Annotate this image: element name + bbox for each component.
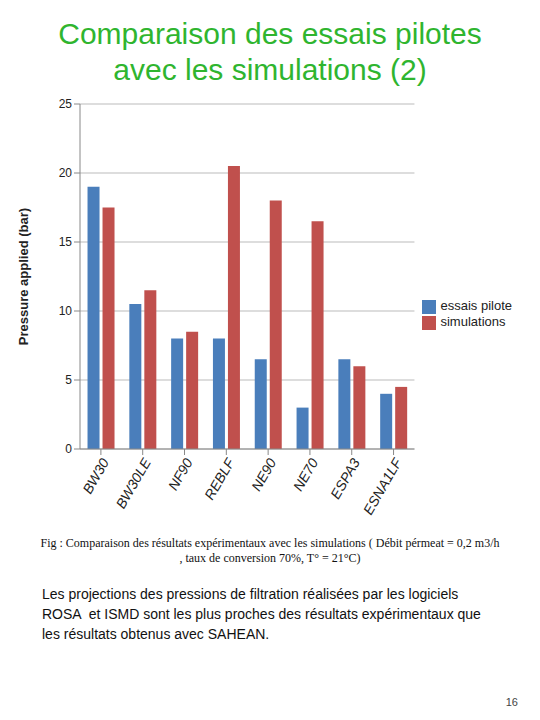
svg-text:REBLF: REBLF <box>201 454 238 502</box>
html-text:simulations: simulations <box>440 314 506 329</box>
svg-text:Pressure applied (bar): Pressure applied (bar) <box>16 208 31 345</box>
svg-text:BW30: BW30 <box>79 455 112 496</box>
html-text:Comparaison des essais pilotes: Comparaison des essais pilotes avec les … <box>58 17 482 86</box>
svg-text:20: 20 <box>59 166 73 180</box>
html-text:Les projections des pressions: Les projections des pressions de filtrat… <box>42 586 485 642</box>
svg-text:10: 10 <box>59 304 73 318</box>
svg-text:25: 25 <box>59 97 73 111</box>
html-text:16: 16 <box>505 696 518 708</box>
svg-text:BW30LE: BW30LE <box>112 455 154 511</box>
svg-text:15: 15 <box>59 235 73 249</box>
svg-text:NE70: NE70 <box>290 455 321 494</box>
svg-text:ESPA3: ESPA3 <box>327 455 363 501</box>
html-text:Fig : Comparaison des résultat: Fig : Comparaison des résultats expérime… <box>40 536 500 565</box>
svg-text:5: 5 <box>65 373 72 387</box>
svg-text:0: 0 <box>65 442 72 456</box>
html-text:essais pilote: essais pilote <box>440 298 512 314</box>
svg-text:NF90: NF90 <box>165 455 196 493</box>
svg-text:NE90: NE90 <box>248 455 279 494</box>
svg-text:ESNA1LF: ESNA1LF <box>360 454 406 517</box>
